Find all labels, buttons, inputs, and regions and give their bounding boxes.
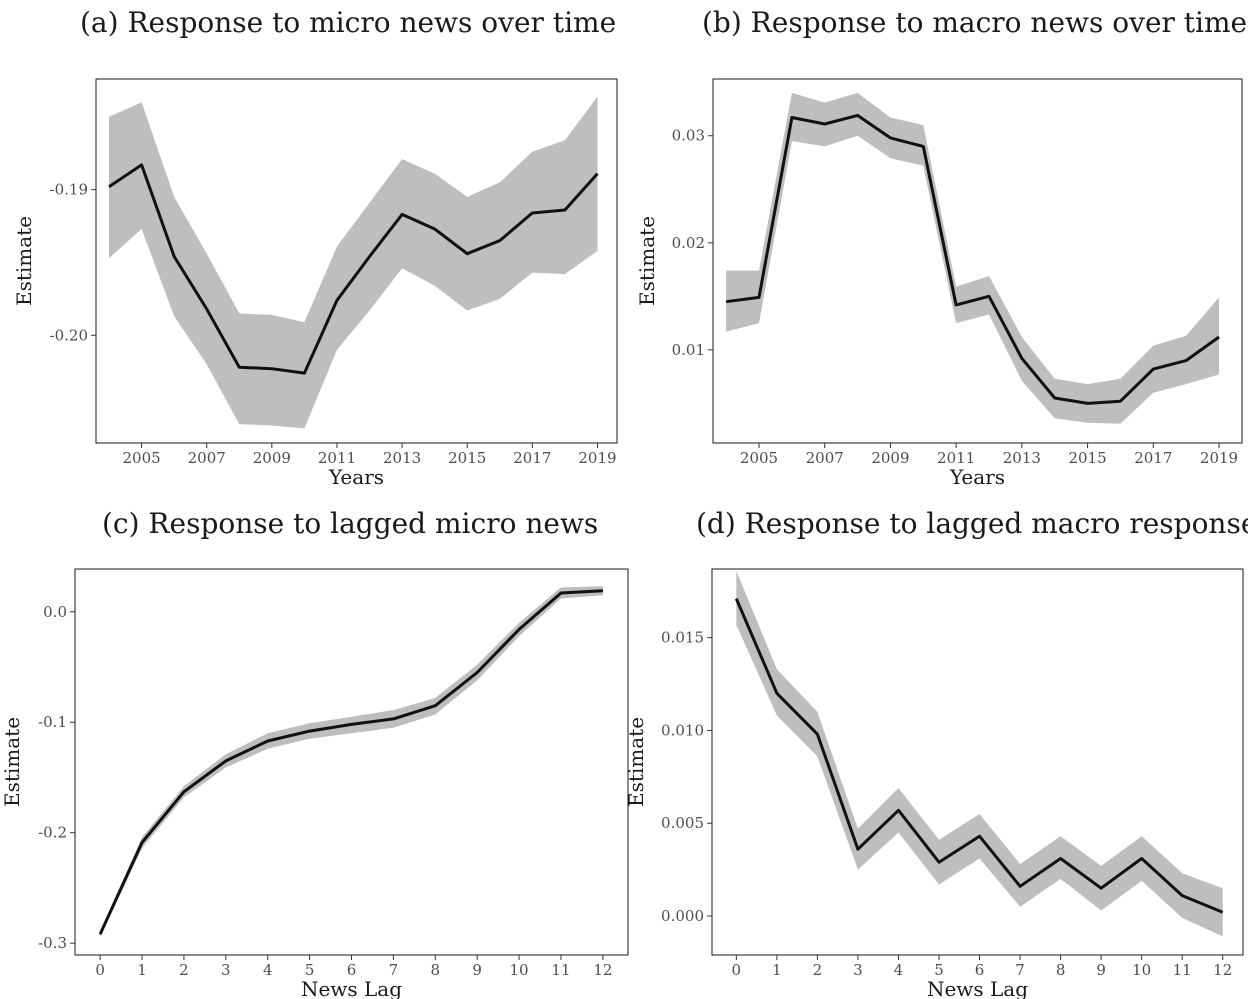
panel-b-x-tick-label: 2019 (1200, 449, 1238, 467)
panel-a-x-tick-label: 2015 (448, 449, 486, 467)
panel-a-x-tick-label: 2019 (578, 449, 616, 467)
panel-d-x-tick-label: 6 (975, 961, 985, 979)
panel-a-frame (95, 78, 618, 444)
panel-d-y-tick-label: 0.000 (661, 907, 704, 925)
panel-c-x-tick-label: 1 (137, 961, 147, 979)
panel-c-x-tick-label: 0 (95, 961, 105, 979)
panel-a-y-axis-title: Estimate (12, 216, 36, 306)
panel-a-x-tick-label: 2005 (122, 449, 160, 467)
panel-a-x-axis-title: Years (328, 465, 384, 489)
panel-b-x-tick-label: 2015 (1068, 449, 1106, 467)
panel-c-x-tick-label: 9 (472, 961, 482, 979)
panel-c-x-tick-label: 10 (510, 961, 529, 979)
panel-b-chart: 2005 2007 2009 2011 2013 2015 2017 2019 0.01 0.02… (635, 78, 1243, 489)
panel-c-x-tick-label: 2 (179, 961, 189, 979)
panel-d-x-tick-label: 3 (853, 961, 863, 979)
panel-c-x-axis-title: News Lag (301, 977, 402, 999)
panel-a-estimate-line (108, 163, 599, 375)
panel-a-y-tick-label: -0.19 (50, 181, 88, 199)
panel-c-y-tick-label: 0.0 (43, 603, 67, 621)
panel-d-confidence-band (736, 570, 1223, 937)
panel-d-estimate-line (734, 598, 1224, 914)
panel-d-x-tick-label: 4 (894, 961, 904, 979)
panel-d-x-tick-label: 7 (1015, 961, 1025, 979)
panel-c-y-tick-label: -0.3 (38, 934, 67, 952)
panel-d-x-tick-label: 8 (1056, 961, 1066, 979)
panel-d-frame (711, 568, 1244, 956)
panel-b-x-tick-label: 2007 (806, 449, 844, 467)
panel-b-y-tick-label: 0.03 (672, 127, 705, 145)
panel-b-x-tick-label: 2005 (740, 449, 778, 467)
panel-b-x-tick-label: 2011 (937, 449, 975, 467)
panel-b-estimate-line (725, 113, 1220, 405)
panel-d-y-tick-label: 0.005 (661, 814, 704, 832)
panel-c-y-axis-title: Estimate (0, 717, 24, 807)
panel-a-x-tick-label: 2013 (383, 449, 421, 467)
panel-d-chart: 0 1 2 3 4 5 6 7 8 9 10 11 120.0000.0050.0100.015News… (624, 568, 1244, 999)
panel-b-y-tick-label: 0.02 (672, 234, 705, 252)
panel-a-x-tick-label: 2011 (318, 449, 356, 467)
panel-b-x-tick-label: 2009 (871, 449, 909, 467)
panel-b-y-tick-label: 0.01 (672, 341, 705, 359)
panel-c-frame (74, 568, 629, 956)
panel-c-x-tick-label: 7 (389, 961, 399, 979)
panel-c-x-tick-label: 11 (551, 961, 570, 979)
panel-d-x-tick-label: 11 (1173, 961, 1192, 979)
panel-a-y-tick-label: -0.20 (50, 326, 88, 344)
panel-c-x-tick-label: 3 (221, 961, 231, 979)
panel-b-title: (b) Response to macro news over time (702, 6, 1248, 39)
panel-b-x-tick-label: 2013 (1003, 449, 1041, 467)
panel-d-x-tick-label: 2 (813, 961, 823, 979)
panel-c-estimate-line (98, 589, 603, 935)
panel-c-y-tick-label: -0.2 (38, 824, 67, 842)
panel-a-confidence-band (109, 96, 598, 429)
panel-c-x-tick-label: 4 (263, 961, 273, 979)
panel-d-x-tick-label: 1 (772, 961, 782, 979)
panel-d-x-tick-label: 10 (1132, 961, 1151, 979)
panel-d-x-tick-label: 9 (1096, 961, 1106, 979)
panel-d-x-tick-label: 0 (732, 961, 742, 979)
panel-c-x-tick-label: 6 (347, 961, 357, 979)
panel-c-confidence-band (100, 586, 603, 937)
panel-d-title: (d) Response to lagged macro response (696, 507, 1248, 540)
panel-a-x-tick-label: 2007 (188, 449, 226, 467)
panel-a-title: (a) Response to micro news over time (80, 6, 617, 39)
panel-c-x-tick-label: 12 (593, 961, 612, 979)
panel-b-frame (712, 78, 1243, 444)
panel-d-y-tick-label: 0.010 (661, 721, 704, 739)
panel-d-y-axis-title: Estimate (624, 717, 648, 807)
panel-c-x-tick-label: 8 (431, 961, 441, 979)
panel-a-x-tick-label: 2009 (253, 449, 291, 467)
panel-b-confidence-band (726, 92, 1219, 424)
panel-d-x-tick-label: 5 (934, 961, 944, 979)
panel-c-x-tick-label: 5 (305, 961, 315, 979)
panel-d-x-axis-title: News Lag (927, 977, 1028, 999)
panel-d-x-tick-label: 12 (1213, 961, 1232, 979)
panel-c-y-tick-label: -0.1 (38, 713, 67, 731)
panel-b-x-axis-title: Years (949, 465, 1005, 489)
panel-a-chart: 2005 2007 2009 2011 2013 2015 2017 2019 -0.19 -0.… (12, 78, 618, 489)
panel-d-y-tick-label: 0.015 (661, 629, 704, 647)
panel-c-title: (c) Response to lagged micro news (102, 507, 599, 540)
panel-a-x-tick-label: 2017 (513, 449, 551, 467)
panel-b-x-tick-label: 2017 (1134, 449, 1172, 467)
panel-b-y-axis-title: Estimate (635, 216, 659, 306)
